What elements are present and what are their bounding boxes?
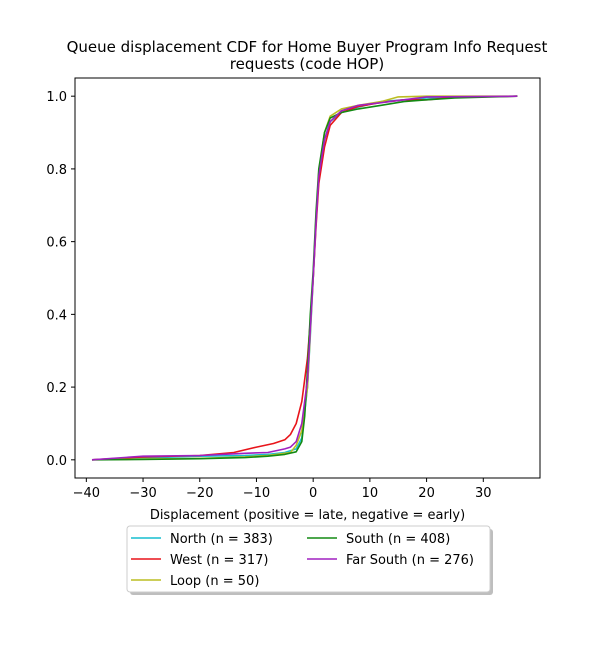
x-tick-label: 20: [418, 486, 435, 501]
x-axis-label: Displacement (positive = late, negative …: [150, 508, 465, 523]
legend-entry: North (n = 383): [170, 532, 273, 547]
series-lines: [91, 95, 518, 461]
y-tick-label: 1.0: [46, 90, 67, 105]
x-tick-label: 10: [362, 486, 379, 501]
legend-entry: Loop (n = 50): [170, 574, 259, 589]
x-tick-label: −30: [129, 486, 156, 501]
legend: North (n = 383) West (n = 317) Loop (n = 5…: [126, 525, 493, 595]
x-tick-label: −10: [243, 486, 270, 501]
x-tick-label: 30: [475, 486, 492, 501]
legend-entry: West (n = 317): [170, 553, 268, 568]
y-tick-label: 0.0: [46, 454, 67, 469]
legend-entry: Far South (n = 276): [346, 553, 474, 568]
legend-entry: South (n = 408): [346, 532, 450, 547]
x-tick-label: 0: [309, 486, 317, 501]
chart-title-line: Queue displacement CDF for Home Buyer Pr…: [67, 38, 548, 56]
y-axis: 0.0 0.2 0.4 0.6 0.8 1.0: [46, 90, 75, 469]
series-line-4: [91, 95, 518, 461]
x-tick-label: −20: [186, 486, 213, 501]
plot-area-frame: [74, 77, 541, 479]
x-axis: −40 −30 −20 −10 0 10 20 30: [73, 478, 492, 501]
y-tick-label: 0.8: [46, 163, 67, 178]
y-tick-label: 0.2: [46, 381, 67, 396]
x-tick-label: −40: [73, 486, 100, 501]
y-tick-label: 0.4: [46, 308, 67, 323]
chart-title: Queue displacement CDF for Home Buyer Pr…: [67, 38, 548, 73]
y-tick-label: 0.6: [46, 236, 67, 251]
chart-title-line: requests (code HOP): [230, 55, 384, 73]
